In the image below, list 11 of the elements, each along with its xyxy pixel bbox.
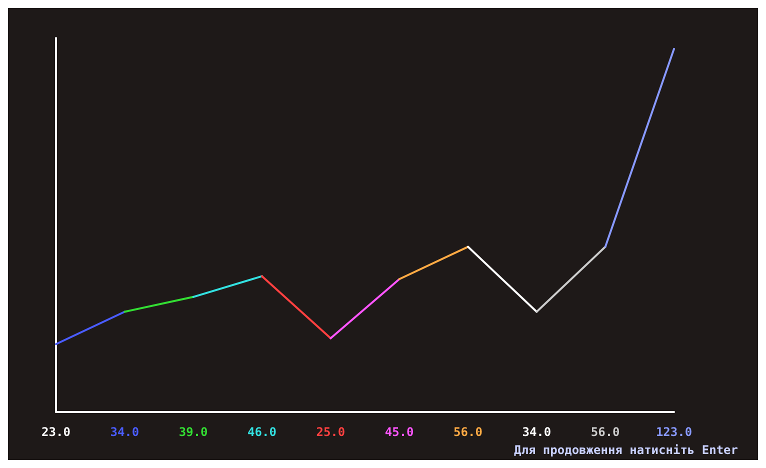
- text: Для продовження натисніть Enter: [514, 443, 738, 457]
- x-tick-label: 123.0: [656, 425, 692, 439]
- x-tick-label: 56.0: [454, 425, 482, 439]
- x-tick-label: 34.0: [110, 425, 140, 439]
- x-tick-label: 46.0: [248, 425, 276, 439]
- x-tick-label: 25.0: [316, 425, 346, 439]
- x-tick-label: 45.0: [384, 425, 414, 439]
- x-tick-label: 23.0: [42, 425, 70, 439]
- x-tick-label: 56.0: [590, 425, 620, 439]
- x-tick-label: 39.0: [178, 425, 208, 439]
- x-tick-label: 34.0: [522, 425, 552, 439]
